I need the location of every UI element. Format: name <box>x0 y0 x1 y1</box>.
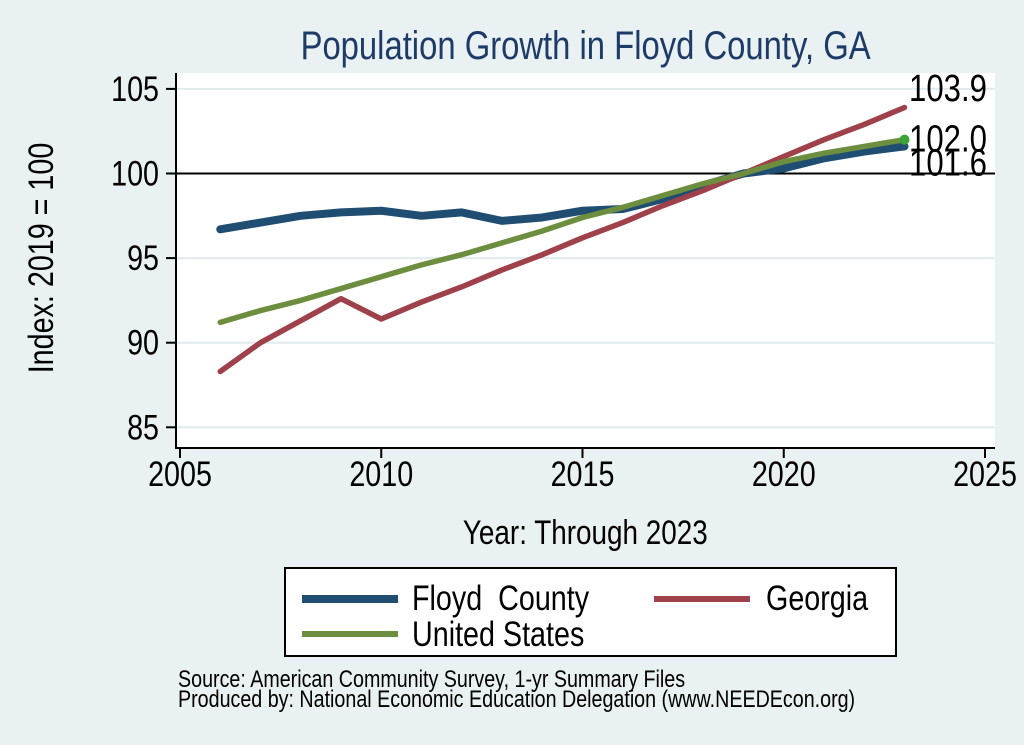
x-axis-title-text: Year: Through 2023 <box>463 514 708 552</box>
legend-swatch-united-states <box>302 631 398 637</box>
legend-label-georgia: Georgia <box>766 579 869 618</box>
legend-swatch-georgia <box>654 596 750 602</box>
produced-by-note: Produced by: National Economic Education… <box>178 686 856 713</box>
legend-box: Floyd County Georgia United States <box>284 567 897 657</box>
x-tick-label-2015: 2015 <box>551 454 615 493</box>
y-tick-label-85: 85 <box>127 408 159 447</box>
series-line-floyd-county <box>216 142 909 234</box>
chart-title: Population Growth in Floyd County, GA <box>176 24 995 69</box>
end-label-georgia: 103.9 <box>909 68 987 110</box>
chart-title-text: Population Growth in Floyd County, GA <box>300 24 871 68</box>
y-tick-label-95: 95 <box>127 238 159 277</box>
series-line-georgia <box>217 104 908 375</box>
y-tick-label-100: 100 <box>111 154 159 193</box>
y-tick-label-90: 90 <box>127 323 159 362</box>
end-marker-dot-united-states <box>899 134 910 145</box>
legend-label-floyd-county: Floyd County <box>412 579 590 618</box>
legend-swatch-floyd-county <box>302 595 398 603</box>
plot-area-background <box>176 73 995 448</box>
x-tick-label-2020: 2020 <box>752 454 816 493</box>
x-axis-title: Year: Through 2023 <box>176 514 995 553</box>
end-label-united-states: 102.0 <box>909 119 987 161</box>
end-label-floyd-county: 101.6 <box>909 143 987 185</box>
x-tick-label-2005: 2005 <box>148 454 212 493</box>
source-note: Source: American Community Survey, 1-yr … <box>178 666 686 693</box>
x-tick-label-2010: 2010 <box>349 454 413 493</box>
x-tick-label-2025: 2025 <box>953 454 1017 493</box>
series-line-united-states <box>217 136 908 326</box>
legend-label-united-states: United States <box>412 615 585 654</box>
y-tick-label-105: 105 <box>111 69 159 108</box>
